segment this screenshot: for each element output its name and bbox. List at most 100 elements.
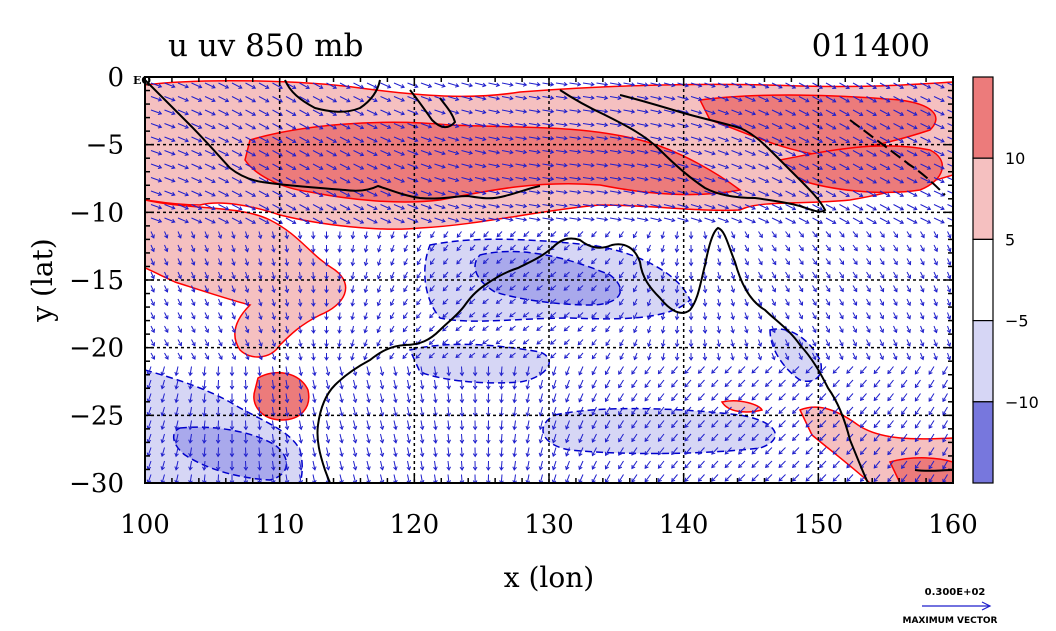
wind-vector — [684, 433, 692, 442]
wind-vector — [618, 379, 624, 389]
wind-vector — [591, 339, 597, 346]
wind-vector — [551, 379, 557, 390]
wind-vector — [380, 163, 392, 170]
wind-vector — [312, 150, 324, 157]
wind-vector — [920, 177, 932, 184]
wind-vector — [403, 298, 408, 306]
wind-vector — [906, 136, 918, 143]
wind-vector — [188, 379, 193, 390]
wind-vector — [339, 177, 351, 184]
wind-vector — [390, 231, 395, 239]
wind-vector — [859, 366, 867, 374]
wind-vector — [879, 312, 885, 320]
wind-vector — [920, 325, 925, 334]
wind-vector — [577, 352, 584, 360]
wind-vector — [177, 204, 189, 210]
wind-vector — [528, 149, 541, 155]
wind-vector — [873, 406, 881, 415]
wind-vector — [218, 204, 230, 211]
wind-vector — [243, 393, 249, 404]
wind-vector — [798, 177, 810, 184]
wind-vector — [605, 312, 611, 319]
wind-vector — [204, 163, 216, 170]
wind-vector — [550, 339, 557, 345]
wind-vector — [324, 325, 329, 334]
wind-vector — [353, 96, 365, 103]
wind-vector — [177, 258, 182, 266]
wind-vector — [257, 433, 262, 444]
wind-vector — [825, 177, 837, 184]
wind-vector — [812, 123, 824, 130]
wind-vector — [660, 312, 666, 321]
wind-vector — [150, 163, 163, 169]
wind-vector — [271, 379, 276, 390]
wind-vector — [326, 204, 338, 211]
wind-vector — [339, 460, 344, 471]
wind-vector — [284, 420, 290, 431]
wind-vector — [499, 447, 504, 458]
wind-vector — [674, 298, 680, 307]
wind-vector — [563, 312, 570, 318]
y-tick-label: −25 — [69, 401, 124, 431]
wind-vector — [509, 339, 516, 345]
wind-vector — [631, 447, 638, 456]
wind-vector — [569, 108, 582, 114]
wind-vector — [528, 163, 541, 168]
wind-vector — [164, 352, 169, 360]
wind-vector — [299, 190, 310, 198]
wind-vector — [528, 136, 541, 141]
wind-vector — [231, 204, 243, 211]
wind-vector — [758, 204, 770, 211]
wind-vector — [688, 231, 694, 240]
wind-vector — [825, 163, 837, 170]
wind-vector — [525, 366, 531, 377]
wind-vector — [456, 258, 462, 265]
wind-vector — [229, 433, 235, 444]
wind-vector — [312, 217, 324, 224]
wind-vector — [632, 231, 638, 239]
wind-vector — [380, 204, 392, 211]
wind-vector — [839, 352, 844, 361]
wind-vector — [839, 150, 850, 157]
wind-vector — [825, 231, 832, 238]
wind-vector — [650, 123, 663, 128]
wind-vector — [671, 447, 678, 456]
wind-vector — [177, 177, 189, 183]
vector-key-value: 0.300E+02 — [925, 587, 986, 598]
wind-vector — [785, 271, 790, 279]
wind-vector — [499, 420, 504, 431]
wind-vector — [609, 217, 622, 222]
wind-vector — [758, 136, 770, 143]
wind-vector — [920, 150, 932, 157]
wind-vector — [366, 460, 371, 471]
wind-vector — [501, 163, 514, 168]
wind-vector — [366, 420, 371, 431]
wind-vector — [482, 298, 489, 305]
wind-vector — [704, 150, 716, 156]
wind-vector — [832, 420, 840, 428]
wind-vector — [609, 82, 622, 87]
wind-vector — [798, 231, 804, 238]
wind-vector — [738, 460, 746, 469]
wind-vector — [623, 82, 636, 87]
wind-vector — [684, 393, 692, 401]
wind-vector — [515, 95, 528, 101]
wind-vector — [887, 474, 894, 483]
colorbar-label: −10 — [1005, 393, 1039, 412]
wind-vector — [724, 420, 732, 428]
wind-vector — [215, 393, 221, 404]
wind-vector — [805, 447, 813, 455]
wind-vector — [846, 393, 854, 401]
wind-vector — [229, 460, 235, 471]
wind-vector — [174, 474, 179, 483]
wind-vector — [702, 325, 708, 334]
wind-vector — [488, 109, 501, 115]
wind-vector — [928, 393, 935, 402]
wind-vector — [191, 150, 203, 157]
wind-vector — [771, 352, 776, 361]
wind-vector — [832, 366, 840, 374]
wind-vector — [258, 163, 270, 170]
wind-vector — [731, 82, 743, 89]
wind-vector — [920, 244, 925, 252]
wind-vector — [310, 231, 316, 240]
